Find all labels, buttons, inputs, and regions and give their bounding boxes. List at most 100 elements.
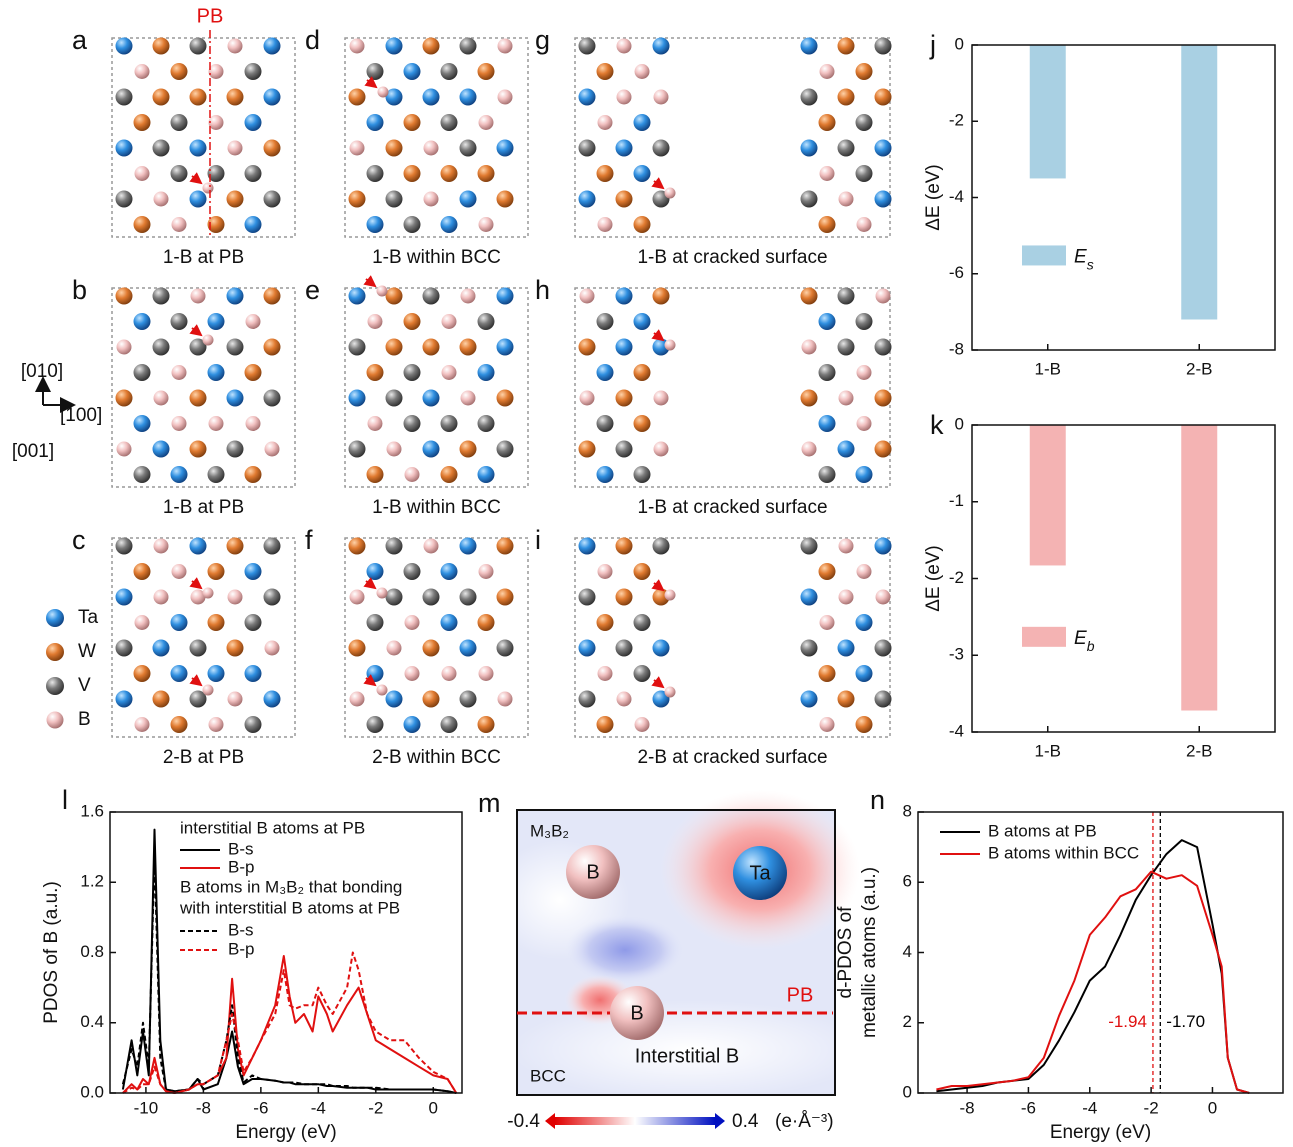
atom: [838, 640, 855, 657]
atom: [203, 335, 214, 346]
atom: [423, 288, 440, 305]
atom: [227, 390, 244, 407]
y-tick-label: 0.0: [80, 1082, 104, 1101]
legend-label: B-s: [228, 839, 254, 858]
panel-caption: 2-B within BCC: [372, 747, 501, 768]
atom: [377, 588, 388, 599]
pointer-arrow: [366, 279, 375, 286]
atom: [208, 665, 225, 682]
atom: [171, 614, 188, 631]
atom: [246, 416, 261, 431]
y-tick-label: 6: [903, 872, 912, 891]
x-tick-label: -6: [253, 1098, 268, 1117]
direction-label: [001]: [12, 441, 54, 462]
x-tick-label: 2-B: [1186, 741, 1212, 760]
atom: [265, 641, 280, 656]
atom: [876, 590, 891, 605]
atom: [579, 589, 596, 606]
atom: [820, 166, 835, 181]
atom: [377, 286, 388, 297]
atom: [423, 89, 440, 106]
atom: [153, 89, 170, 106]
atom: [801, 640, 818, 657]
legend-label: Es: [1074, 246, 1094, 272]
atom: [190, 191, 207, 208]
atom: [135, 166, 150, 181]
atom: [856, 466, 873, 483]
atom: [134, 563, 151, 580]
atom: [227, 288, 244, 305]
atom: [116, 538, 133, 555]
direction-label: [010]: [21, 361, 63, 382]
atom: [875, 538, 892, 555]
atom: [597, 364, 614, 381]
atom: [801, 390, 818, 407]
panel-caption: 2-B at cracked surface: [637, 747, 827, 768]
atom: [367, 563, 384, 580]
atom: [386, 538, 403, 555]
atom: [245, 614, 262, 631]
atom: [117, 442, 132, 457]
atom: [386, 191, 403, 208]
legend-swatch: [1022, 245, 1066, 265]
atom: [134, 313, 151, 330]
atom: [378, 87, 389, 98]
y-tick-label: -4: [949, 187, 964, 206]
atom: [404, 216, 421, 233]
atom: [635, 717, 650, 732]
y-tick-label: -2: [949, 568, 964, 587]
atom: [442, 365, 457, 380]
atom: [598, 666, 613, 681]
atom: [442, 314, 457, 329]
atom: [208, 563, 225, 580]
atom: [460, 441, 477, 458]
atom: [579, 89, 596, 106]
y-axis-label: metallic atoms (a.u.): [859, 867, 880, 1038]
legend-header: interstitial B atoms at PB: [180, 818, 365, 837]
atom: [245, 63, 262, 80]
atom: [405, 615, 420, 630]
colorbar-end: [715, 1113, 725, 1129]
atom: [460, 691, 477, 708]
atom: [423, 589, 440, 606]
atom: [190, 538, 207, 555]
atom: [460, 89, 477, 106]
panel-label: l: [62, 785, 68, 815]
atom: [442, 666, 457, 681]
atom-label: Ta: [749, 862, 771, 884]
atom: [246, 314, 261, 329]
panel-caption: 1-B within BCC: [372, 497, 501, 518]
atom: [497, 538, 514, 555]
atom: [153, 140, 170, 157]
atom: [820, 64, 835, 79]
atom: [172, 217, 187, 232]
atom: [153, 288, 170, 305]
atom: [367, 63, 384, 80]
atom: [349, 191, 366, 208]
atom: [875, 691, 892, 708]
atom: [634, 364, 651, 381]
atom: [404, 114, 421, 131]
y-tick-label: 0.4: [80, 1012, 104, 1031]
pointer-arrow: [192, 176, 201, 183]
reference-label: -1.70: [1166, 1012, 1205, 1031]
panel-label: d: [305, 25, 320, 55]
atom: [441, 114, 458, 131]
atom: [838, 89, 855, 106]
atom: [171, 716, 188, 733]
figure: a1-B at PBb1-B at PBc2-B at PBd1-B withi…: [0, 0, 1293, 1147]
atom: [802, 340, 817, 355]
y-axis-label: ΔE (eV): [923, 545, 944, 612]
atom: [654, 442, 669, 457]
x-axis-label: Energy (eV): [1050, 1122, 1151, 1143]
atom-label: B: [586, 861, 599, 883]
panel-label: i: [535, 525, 541, 555]
atom: [350, 141, 365, 156]
atom: [245, 114, 262, 131]
atom: [653, 38, 670, 55]
atom: [135, 615, 150, 630]
boundary-label: PB: [787, 984, 814, 1006]
atom: [228, 692, 243, 707]
atom: [875, 339, 892, 356]
colorbar: [555, 1117, 715, 1125]
